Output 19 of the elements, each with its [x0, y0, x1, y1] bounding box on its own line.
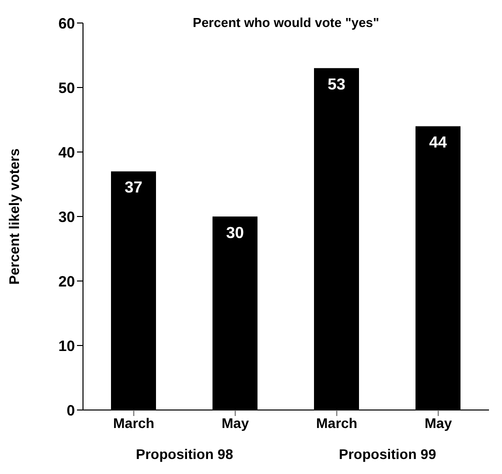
data-label: 30: [226, 224, 244, 242]
chart-title: Percent who would vote "yes": [192, 15, 380, 30]
data-label: 44: [429, 134, 447, 152]
y-axis-title: Percent likely voters: [6, 148, 22, 285]
x-tick-label: March: [113, 414, 154, 431]
y-tick-label: 20: [58, 273, 75, 290]
y-tick-label: 60: [58, 15, 75, 32]
data-label: 37: [124, 180, 142, 197]
y-tick-label: 30: [58, 208, 75, 226]
y-tick-label: 40: [58, 144, 75, 162]
data-label: 53: [328, 76, 346, 94]
text: Proposition 99: [338, 446, 438, 462]
x-tick-label: March: [316, 414, 358, 431]
y-tick-label: 50: [58, 80, 75, 97]
x-tick-label: May: [222, 414, 250, 431]
y-tick-label: 10: [58, 338, 75, 355]
y-tick-label: 0: [66, 402, 75, 420]
x-tick-label: May: [424, 414, 452, 431]
text: Proposition 98: [134, 446, 234, 462]
